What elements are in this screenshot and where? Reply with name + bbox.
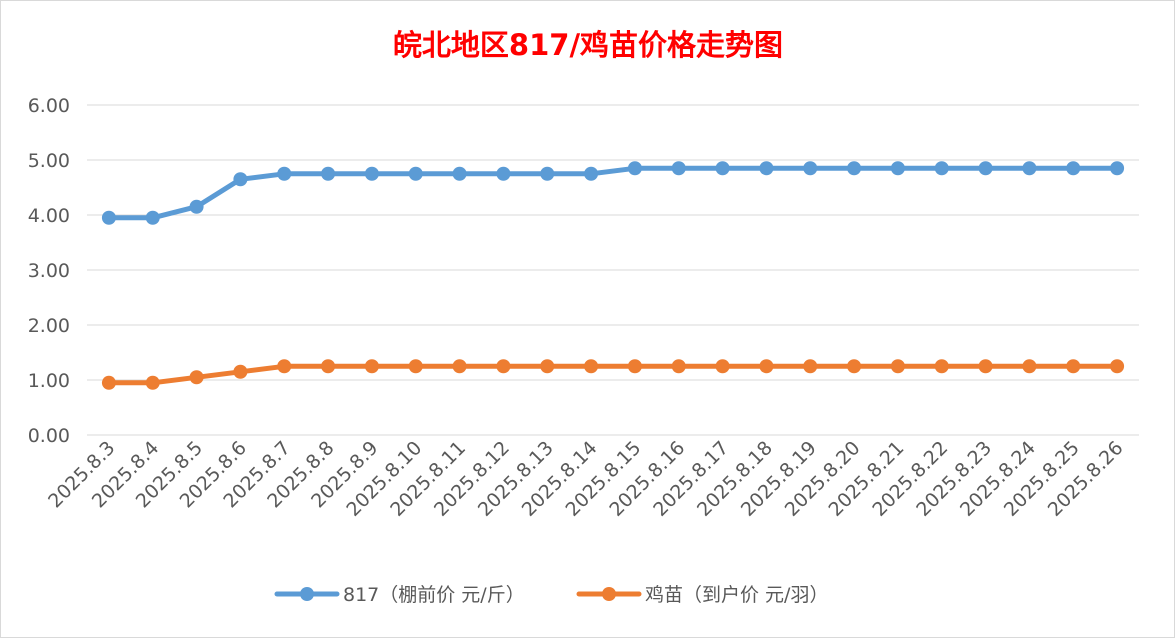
data-point: [496, 359, 511, 374]
series-1: [101, 161, 1125, 225]
data-point: [584, 166, 599, 181]
data-point: [934, 359, 949, 374]
data-point: [145, 375, 160, 390]
y-tick-label: 4.00: [28, 205, 70, 227]
data-point: [1066, 161, 1081, 176]
data-point: [715, 359, 730, 374]
data-point: [452, 359, 467, 374]
data-point: [803, 161, 818, 176]
data-point: [1022, 161, 1037, 176]
data-point: [364, 359, 379, 374]
data-point: [101, 210, 116, 225]
data-point: [934, 161, 949, 176]
y-tick-label: 2.00: [28, 315, 70, 337]
series-line: [106, 165, 1120, 221]
data-point: [627, 359, 642, 374]
data-point: [978, 359, 993, 374]
data-point: [408, 359, 423, 374]
data-point: [540, 166, 555, 181]
data-point: [540, 359, 555, 374]
data-point: [671, 359, 686, 374]
data-point: [321, 359, 336, 374]
data-point: [496, 166, 511, 181]
data-point: [759, 161, 774, 176]
y-axis-ticks: 0.00 1.00 2.00 3.00 4.00 5.00 6.00: [28, 95, 70, 447]
data-point: [627, 161, 642, 176]
legend-label: 817（棚前价 元/斤）: [343, 584, 525, 606]
gridlines: [87, 104, 1139, 436]
data-point: [277, 166, 292, 181]
data-point: [145, 210, 160, 225]
data-point: [1110, 161, 1125, 176]
x-axis-ticks: 2025.8.32025.8.42025.8.52025.8.62025.8.7…: [44, 437, 1128, 521]
data-point: [759, 359, 774, 374]
legend-marker: [602, 587, 616, 601]
chart-title: 皖北地区817/鸡苗价格走势图: [393, 28, 783, 62]
y-tick-label: 3.00: [28, 260, 70, 282]
data-point: [452, 166, 467, 181]
legend-item: 鸡苗（到户价 元/羽）: [576, 584, 828, 606]
y-tick-label: 5.00: [28, 150, 70, 172]
data-point: [408, 166, 423, 181]
series-2: [101, 359, 1125, 390]
data-point: [847, 359, 862, 374]
data-point: [1022, 359, 1037, 374]
legend-marker: [300, 587, 314, 601]
data-point: [715, 161, 730, 176]
series-layer: [101, 161, 1125, 390]
data-point: [277, 359, 292, 374]
data-point: [890, 359, 905, 374]
series-line: [106, 363, 1120, 386]
data-point: [671, 161, 686, 176]
data-point: [233, 172, 248, 187]
y-tick-label: 1.00: [28, 370, 70, 392]
data-point: [978, 161, 993, 176]
data-point: [584, 359, 599, 374]
data-point: [364, 166, 379, 181]
data-point: [321, 166, 336, 181]
legend: 817（棚前价 元/斤） 鸡苗（到户价 元/羽）: [274, 584, 828, 606]
data-point: [1110, 359, 1125, 374]
data-point: [847, 161, 862, 176]
data-point: [233, 364, 248, 379]
y-tick-label: 0.00: [28, 425, 70, 447]
data-point: [101, 375, 116, 390]
legend-label: 鸡苗（到户价 元/羽）: [645, 584, 828, 606]
y-tick-label: 6.00: [28, 95, 70, 117]
data-point: [890, 161, 905, 176]
data-point: [1066, 359, 1081, 374]
legend-item: 817（棚前价 元/斤）: [274, 584, 525, 606]
data-point: [803, 359, 818, 374]
data-point: [189, 370, 204, 385]
data-point: [189, 199, 204, 214]
